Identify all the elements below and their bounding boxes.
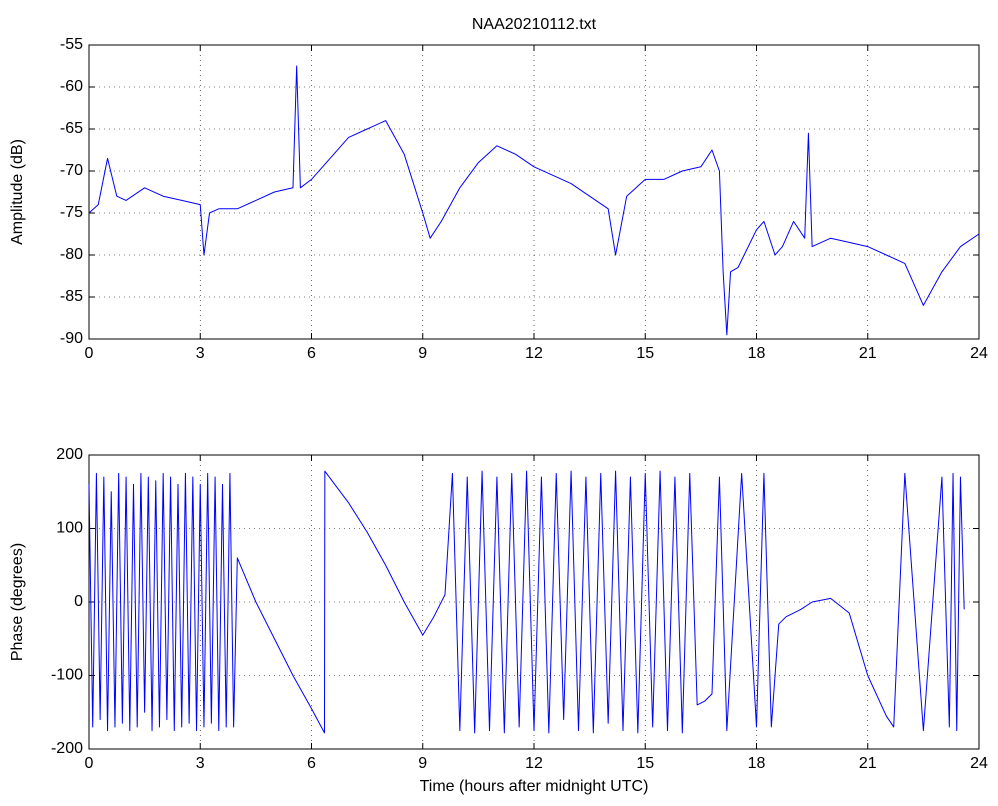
x-tick-label: 15: [636, 345, 654, 362]
y-tick-label: -75: [60, 204, 83, 221]
x-tick-label: 18: [748, 345, 766, 362]
x-tick-label: 0: [85, 345, 94, 362]
y-tick-label: -65: [60, 120, 83, 137]
data-line: [88, 65, 980, 336]
x-tick-label: 6: [307, 345, 316, 362]
x-tick-label: 21: [859, 345, 877, 362]
x-tick-label: 15: [636, 755, 654, 772]
x-tick-label: 24: [970, 755, 988, 772]
chart-title: NAA20210112.txt: [472, 16, 597, 33]
y-tick-label: 0: [74, 593, 83, 610]
x-tick-label: 3: [196, 345, 205, 362]
x-tick-label: 3: [196, 755, 205, 772]
y-tick-label: -80: [60, 246, 83, 263]
x-tick-label: 18: [748, 755, 766, 772]
x-tick-label: 12: [525, 345, 543, 362]
data-line: [88, 470, 965, 734]
plot-frame: [88, 44, 980, 340]
y-axis-label: Amplitude (dB): [9, 139, 26, 245]
x-axis-label: Time (hours after midnight UTC): [420, 778, 649, 795]
x-tick-label: 9: [418, 755, 427, 772]
y-tick-label: -70: [60, 162, 83, 179]
y-tick-label: -85: [60, 288, 83, 305]
y-tick-label: 100: [56, 520, 83, 537]
y-tick-label: 200: [56, 446, 83, 463]
x-tick-label: 24: [970, 345, 988, 362]
y-axis-label: Phase (degrees): [9, 543, 26, 661]
x-tick-label: 0: [85, 755, 94, 772]
y-tick-label: -90: [60, 330, 83, 347]
y-tick-label: -55: [60, 36, 83, 53]
x-tick-label: 12: [525, 755, 543, 772]
y-tick-label: -60: [60, 78, 83, 95]
x-tick-label: 9: [418, 345, 427, 362]
y-tick-label: -200: [51, 740, 83, 757]
x-tick-label: 6: [307, 755, 316, 772]
plot-frame: [88, 454, 980, 750]
y-tick-label: -100: [51, 667, 83, 684]
x-tick-label: 21: [859, 755, 877, 772]
